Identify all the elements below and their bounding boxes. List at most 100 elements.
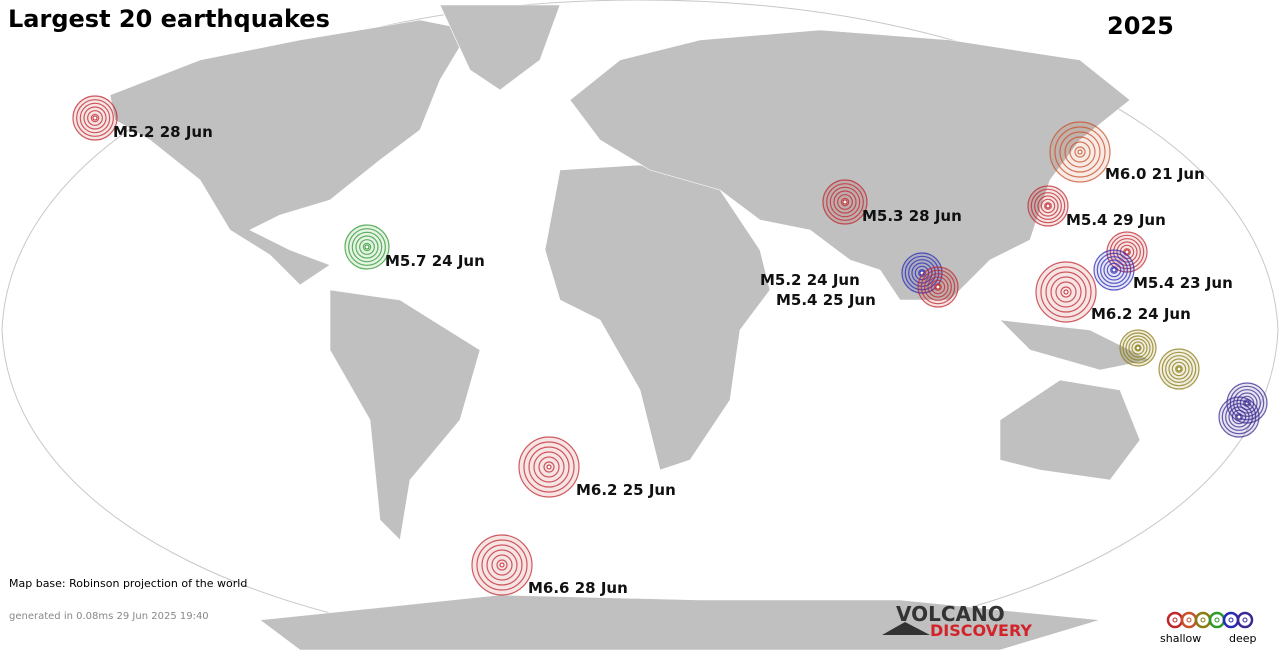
- marker-ring: [1161, 351, 1197, 387]
- marker-ring: [72, 95, 118, 141]
- quake-label: M5.4 29 Jun: [1066, 211, 1166, 229]
- marker-ring: [1096, 252, 1132, 288]
- marker-ring: [1231, 409, 1247, 425]
- logo-line2: DISCOVERY: [930, 621, 1032, 640]
- logo-line1: VOLCANO: [896, 602, 1005, 626]
- marker-ring: [1069, 141, 1091, 163]
- marker-center: [1063, 289, 1069, 295]
- quake-label: M5.4 25 Jun: [776, 291, 876, 309]
- marker-ring: [1045, 271, 1087, 313]
- legend-deep: deep: [1229, 632, 1257, 645]
- marker-ring: [934, 283, 942, 291]
- year: 2025: [1107, 12, 1174, 40]
- marker-ring: [1060, 286, 1072, 298]
- legend-ring: [1236, 611, 1254, 629]
- marker-ring: [518, 436, 580, 498]
- legend-center: [1242, 617, 1248, 623]
- marker-ring: [918, 269, 926, 277]
- marker-ring: [1049, 121, 1111, 183]
- marker-ring: [1064, 136, 1096, 168]
- marker-ring: [1054, 126, 1106, 178]
- marker-ring: [471, 534, 533, 596]
- marker-ring: [1228, 406, 1250, 428]
- quake-label: M5.2 28 Jun: [113, 123, 213, 141]
- marker-ring: [87, 110, 103, 126]
- marker-ring: [1218, 396, 1260, 438]
- marker-ring: [1158, 348, 1200, 390]
- marker-ring: [1168, 358, 1190, 380]
- land: [109, 4, 1151, 650]
- marker-ring: [1171, 361, 1187, 377]
- marker-ring: [1110, 266, 1118, 274]
- marker-center: [1111, 267, 1117, 273]
- marker-ring: [351, 231, 383, 263]
- marker-ring: [924, 273, 952, 301]
- marker-ring: [486, 549, 518, 581]
- marker-ring: [355, 235, 379, 259]
- marker-ring: [1040, 266, 1092, 318]
- marker-ring: [1175, 365, 1183, 373]
- marker-ring: [1034, 192, 1062, 220]
- marker-ring: [1050, 276, 1082, 308]
- marker-ring: [1100, 256, 1128, 284]
- marker-center: [546, 464, 552, 470]
- marker-ring: [481, 544, 523, 586]
- marker-center: [1077, 149, 1083, 155]
- marker-ring: [917, 266, 959, 308]
- marker-ring: [1055, 281, 1077, 303]
- marker-ring: [829, 186, 861, 218]
- marker-ring: [1225, 403, 1253, 431]
- marker-center: [842, 199, 848, 205]
- marker-ring: [1122, 332, 1154, 364]
- marker-ring: [359, 239, 375, 255]
- generated-note: generated in 0.08ms 29 Jun 2025 19:40: [9, 611, 209, 622]
- marker-ring: [538, 456, 560, 478]
- marker-ring: [1125, 335, 1151, 361]
- marker-ring: [1103, 259, 1125, 281]
- marker-ring: [837, 194, 853, 210]
- logo-icon: [882, 622, 930, 635]
- marker-ring: [927, 276, 949, 298]
- quake-label: M5.2 24 Jun: [760, 271, 860, 289]
- marker-ring: [1165, 355, 1193, 383]
- legend: [1166, 611, 1254, 629]
- marker-ring: [1044, 202, 1052, 210]
- marker-ring: [920, 269, 956, 305]
- marker-ring: [840, 197, 850, 207]
- marker-center: [1124, 249, 1130, 255]
- marker-ring: [79, 102, 111, 134]
- legend-center: [1214, 617, 1220, 623]
- marker-ring: [1037, 195, 1059, 217]
- legend-center: [1172, 617, 1178, 623]
- marker-ring: [476, 539, 528, 591]
- map-base-note: Map base: Robinson projection of the wor…: [9, 577, 247, 590]
- quake-label: M5.7 24 Jun: [385, 252, 485, 270]
- marker-center: [935, 284, 941, 290]
- marker-center: [1045, 203, 1051, 209]
- marker-ring: [930, 279, 946, 295]
- marker-ring: [1059, 131, 1101, 173]
- quake-label: M6.2 25 Jun: [576, 481, 676, 499]
- marker-ring: [1128, 338, 1148, 358]
- marker-ring: [1035, 261, 1097, 323]
- marker-center: [499, 562, 505, 568]
- marker-ring: [1106, 262, 1122, 278]
- marker-ring: [826, 183, 864, 221]
- marker-ring: [348, 228, 386, 266]
- marker-ring: [1074, 146, 1086, 158]
- legend-center: [1186, 617, 1192, 623]
- marker-ring: [90, 113, 100, 123]
- quake-label: M5.3 28 Jun: [862, 207, 962, 225]
- marker-ring: [533, 451, 565, 483]
- marker-ring: [1116, 241, 1138, 263]
- marker-center: [1176, 366, 1182, 372]
- marker-ring: [1119, 329, 1157, 367]
- legend-center: [1200, 617, 1206, 623]
- marker-ring: [1131, 341, 1145, 355]
- marker-ring: [528, 446, 570, 488]
- quake-label: M6.6 28 Jun: [528, 579, 628, 597]
- marker-center: [364, 244, 370, 250]
- marker-ring: [1030, 188, 1066, 224]
- marker-ring: [833, 190, 857, 214]
